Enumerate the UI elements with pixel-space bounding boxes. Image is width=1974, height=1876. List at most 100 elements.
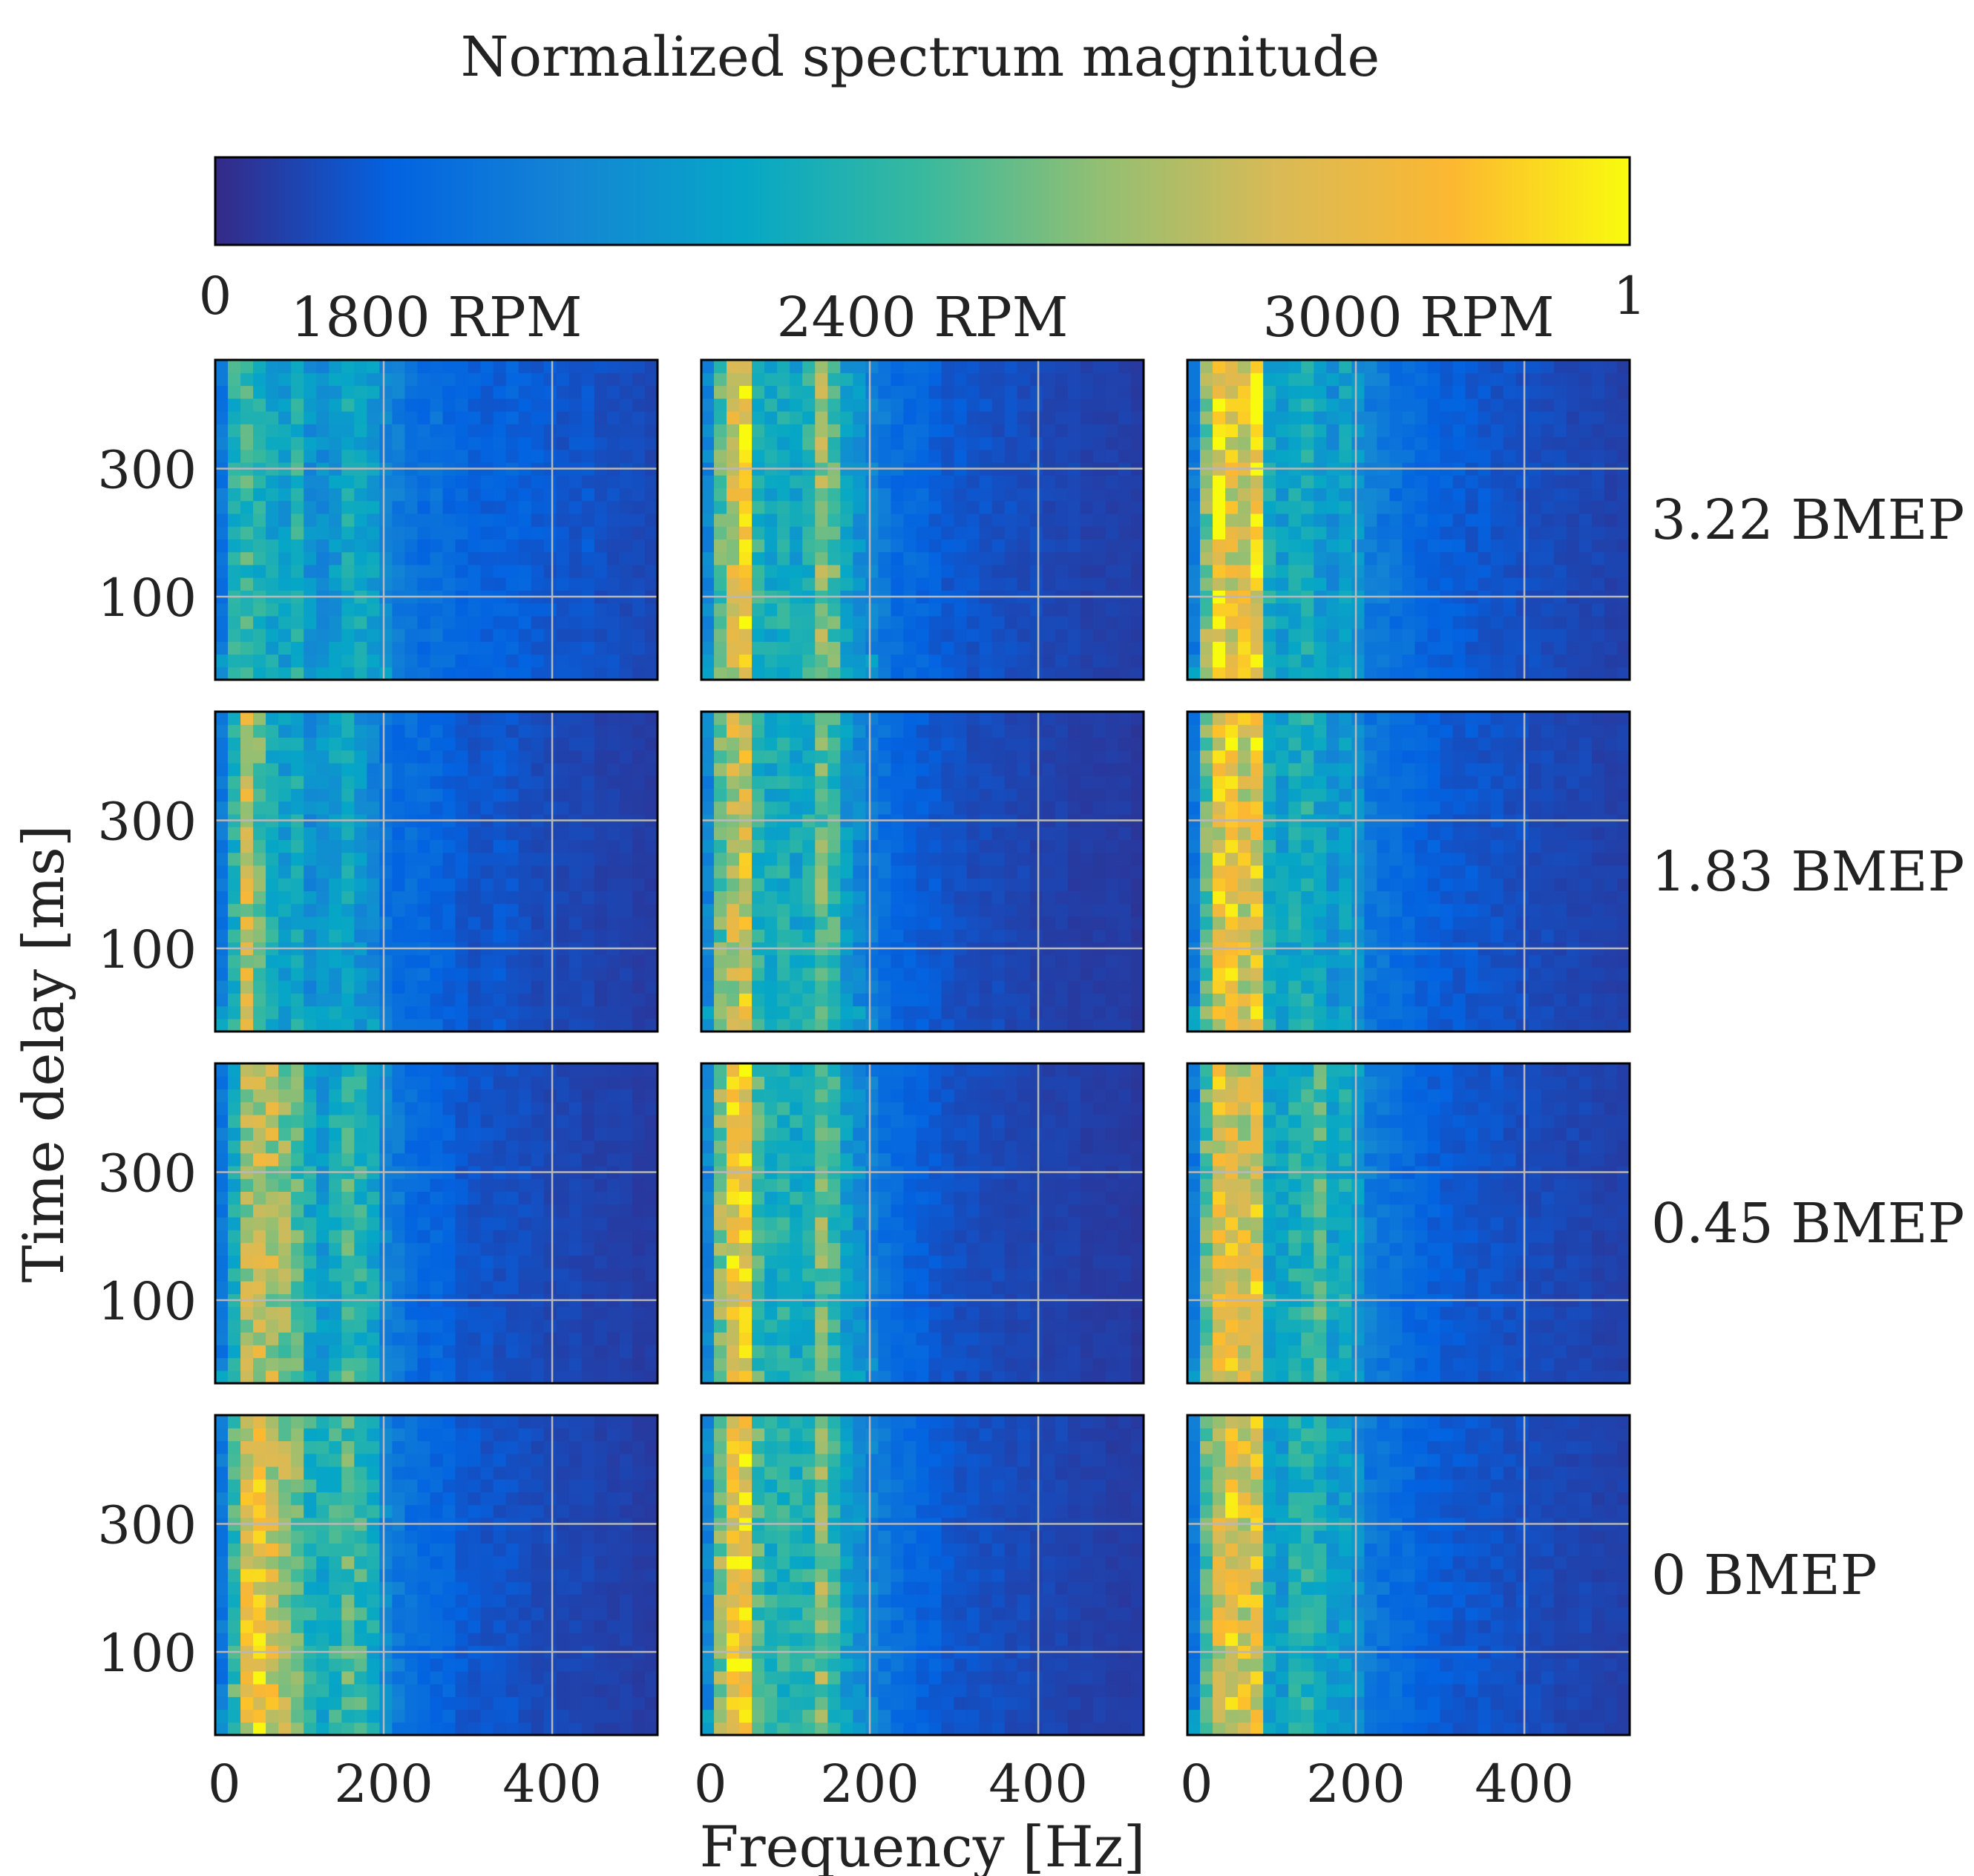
heatmap-cell <box>404 449 419 463</box>
heatmap-cell <box>304 360 317 373</box>
heatmap-cell <box>1604 903 1618 917</box>
heatmap-cell <box>1553 603 1567 617</box>
heatmap-cell <box>531 436 545 450</box>
heatmap-cell <box>354 967 367 981</box>
heatmap-cell <box>1225 629 1239 642</box>
heatmap-cell <box>568 1006 583 1020</box>
heatmap-cell <box>480 852 494 866</box>
heatmap-cell <box>966 603 980 617</box>
heatmap-cell <box>1364 564 1378 578</box>
heatmap-cell <box>1213 954 1226 968</box>
heatmap-cell <box>341 641 355 655</box>
heatmap-cell <box>1389 615 1403 629</box>
heatmap-cell <box>878 360 892 373</box>
heatmap-cell <box>480 750 494 764</box>
heatmap-cell <box>1440 564 1454 578</box>
heatmap-cell <box>568 712 583 725</box>
heatmap-cell <box>304 852 317 866</box>
heatmap-cell <box>1578 641 1593 655</box>
heatmap-cell <box>1055 929 1069 942</box>
heatmap-cell <box>480 513 494 527</box>
heatmap-cell <box>240 410 254 424</box>
heatmap-cell <box>341 513 355 527</box>
heatmap-cell <box>903 724 917 738</box>
heatmap-cell <box>1604 641 1618 655</box>
heatmap-cell <box>764 967 778 981</box>
heatmap-cell <box>991 1018 1006 1032</box>
heatmap-cell <box>1187 385 1201 399</box>
heatmap-cell <box>1092 903 1106 917</box>
heatmap-cell <box>1326 615 1340 629</box>
heatmap-cell <box>442 641 456 655</box>
heatmap-cell <box>379 398 393 412</box>
heatmap-cell <box>329 954 342 968</box>
heatmap-cell <box>1503 1018 1517 1032</box>
heatmap-cell <box>291 551 304 565</box>
heatmap-cell <box>531 929 545 942</box>
heatmap-cell <box>1591 539 1605 553</box>
heatmap-cell <box>1541 360 1555 373</box>
heatmap-cell <box>493 436 507 450</box>
heatmap-cell <box>1105 424 1119 438</box>
heatmap-cell <box>1067 424 1081 438</box>
heatmap-cell <box>1080 500 1094 514</box>
heatmap-cell <box>455 475 469 488</box>
heatmap-cell <box>991 526 1006 539</box>
heatmap-cell <box>379 564 393 578</box>
heatmap-cell <box>1465 865 1479 879</box>
colorbar-title: Normalized spectrum magnitude <box>461 25 1380 89</box>
heatmap-cell <box>518 629 532 642</box>
heatmap-cell <box>392 654 406 668</box>
heatmap-cell <box>417 865 431 879</box>
heatmap-cell <box>1414 500 1429 514</box>
heatmap-cell <box>543 424 557 438</box>
heatmap-cell <box>1364 967 1378 981</box>
heatmap-cell <box>1067 1018 1081 1032</box>
heatmap-cell <box>581 839 595 853</box>
heatmap-cell <box>1490 954 1504 968</box>
heatmap-cell <box>815 788 828 802</box>
heatmap-cell <box>1263 449 1276 463</box>
heatmap-cell <box>329 500 342 514</box>
heatmap-cell <box>1238 360 1251 373</box>
heatmap-cell <box>1263 929 1276 942</box>
heatmap-cell <box>531 993 545 1007</box>
heatmap-cell <box>215 488 229 502</box>
heatmap-cell <box>916 526 930 539</box>
heatmap-cell <box>916 801 930 815</box>
heatmap-cell <box>802 762 816 776</box>
heatmap-cell <box>815 385 828 399</box>
heatmap-cell <box>1339 551 1352 565</box>
heatmap-cell <box>1503 398 1517 412</box>
heatmap-cell <box>1591 891 1605 905</box>
heatmap-cell <box>701 762 715 776</box>
heatmap-cell <box>568 629 583 642</box>
heatmap-cell <box>1351 878 1365 891</box>
heatmap-cell <box>543 615 557 629</box>
heatmap-cell <box>1118 980 1132 994</box>
heatmap-cell <box>379 641 393 655</box>
heatmap-cell <box>354 1018 367 1032</box>
heatmap-cell <box>991 654 1006 668</box>
heatmap-cell <box>979 750 993 764</box>
heatmap-cell <box>1017 629 1031 642</box>
heatmap-cell <box>1130 724 1144 738</box>
heatmap-cell <box>543 762 557 776</box>
heatmap-cell <box>1118 916 1132 930</box>
heatmap-cell <box>1213 666 1226 680</box>
heatmap-cell <box>1528 436 1542 450</box>
heatmap-cell <box>1067 385 1081 399</box>
heatmap-cell <box>468 629 482 642</box>
heatmap-cell <box>1604 980 1618 994</box>
heatmap-cell <box>543 891 557 905</box>
heatmap-cell <box>341 929 355 942</box>
heatmap-cell <box>1187 993 1201 1007</box>
heatmap-cell <box>392 878 406 891</box>
heatmap-cell <box>1092 564 1106 578</box>
heatmap-cell <box>1042 373 1056 387</box>
heatmap-cell <box>379 666 393 680</box>
heatmap-cell <box>966 436 980 450</box>
heatmap-cell <box>1326 865 1340 879</box>
heatmap-cell <box>991 980 1006 994</box>
heatmap-cell <box>865 629 879 642</box>
